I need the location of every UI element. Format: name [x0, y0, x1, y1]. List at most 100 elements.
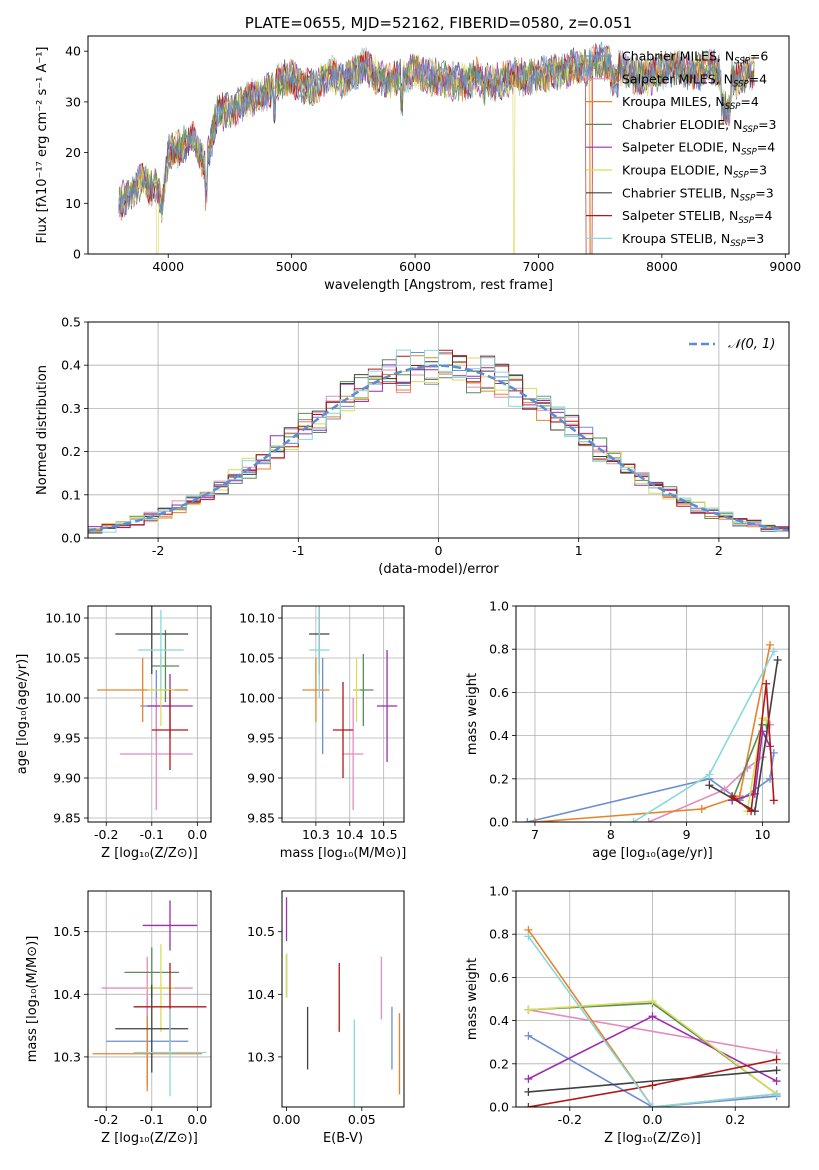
- plot-area-mass_weight_vs_age: [523, 640, 782, 822]
- y-tick-label: 0.2: [489, 771, 509, 786]
- plus-marker: [762, 679, 771, 688]
- axes-frame: [87, 321, 790, 539]
- chart-title: PLATE=0655, MJD=52162, FIBERID=0580, z=0…: [245, 14, 632, 32]
- y-tick-label: 10.3: [53, 1049, 81, 1064]
- y-tick-label: 9.95: [53, 731, 81, 746]
- y-tick-label: 9.85: [53, 811, 81, 826]
- axes-frame: [87, 35, 790, 255]
- plot-area-spectrum: [118, 41, 755, 254]
- y-tick-label: 0: [73, 247, 81, 262]
- x-tick-label: 9: [683, 827, 691, 842]
- error-bar-point: [133, 1008, 207, 1097]
- error-bar-point: [343, 698, 364, 810]
- plus-marker: [772, 1077, 781, 1086]
- panel-age_vs_Z: -0.2 -0.1 0.0 9.85 9.90 9.95 10.00 10.05 10.10 Z …: [15, 605, 212, 861]
- error-bar-point: [151, 690, 189, 770]
- y-tick-label: 9.90: [53, 771, 81, 786]
- weight-series-line: [731, 683, 775, 813]
- y-tick-label: 10.05: [239, 651, 275, 666]
- legend-entry: Chabrier STELIB, NSSP=3: [622, 185, 774, 203]
- axes-frame: [281, 890, 405, 1108]
- y-tick-label: 9.90: [247, 771, 275, 786]
- y-tick-label: 1.0: [489, 884, 509, 899]
- plus-marker: [629, 818, 638, 822]
- y-tick-label: 0.6: [489, 685, 509, 700]
- x-tick-label: 0.0: [187, 1112, 207, 1127]
- legend: Chabrier MILES, NSSP=6 Salpeter MILES, NS…: [586, 49, 777, 249]
- x-axis-label: Z [log₁₀(Z/Z⊙)]: [101, 846, 198, 861]
- plot-area-age_vs_mass: [302, 606, 398, 810]
- plot-area-residuals: [88, 349, 789, 536]
- x-tick-label: -0.1: [140, 827, 164, 842]
- legend-entry: Chabrier MILES, NSSP=6: [622, 49, 768, 67]
- y-tick-label: 0.8: [489, 642, 509, 657]
- x-tick-label: -0.2: [94, 827, 118, 842]
- y-tick-label: 10.05: [45, 651, 81, 666]
- axes-frame: [281, 605, 405, 823]
- legend-entry: Salpeter ELODIE, NSSP=4: [622, 140, 775, 158]
- plus-marker: [648, 997, 657, 1006]
- y-tick-label: 0.2: [489, 1056, 509, 1071]
- x-tick-label: 7: [531, 827, 539, 842]
- normal-curve: [88, 364, 789, 532]
- plus-marker: [524, 932, 533, 941]
- panel-age_vs_mass: 10.3 10.4 10.5 9.85 9.90 9.95 10.00 10.05 10.10 m…: [239, 605, 406, 861]
- plus-marker: [766, 640, 775, 649]
- y-tick-label: 0.4: [489, 1013, 509, 1028]
- axes-frame: [87, 890, 212, 1108]
- plus-marker: [772, 1066, 781, 1075]
- y-tick-label: 10: [65, 196, 81, 211]
- plus-marker: [705, 770, 714, 779]
- x-tick-label: 2: [715, 543, 723, 558]
- plus-marker: [769, 796, 778, 805]
- y-tick-label: 10.00: [45, 691, 81, 706]
- plus-marker: [524, 1087, 533, 1096]
- x-tick-label: 0.2: [725, 1112, 745, 1127]
- x-tick-label: -0.2: [94, 1112, 118, 1127]
- legend-entry: Salpeter MILES, NSSP=4: [622, 71, 767, 89]
- y-tick-label: 0.6: [489, 970, 509, 985]
- y-tick-label: 1.0: [489, 599, 509, 614]
- plot-area-mass_vs_Z: [92, 900, 207, 1097]
- y-tick-label: 0.0: [61, 531, 81, 546]
- y-axis-label: mass weight: [465, 958, 480, 1040]
- weight-series-line: [528, 1035, 777, 1107]
- error-bar-point: [142, 900, 198, 951]
- axes-frame: [87, 605, 212, 823]
- panel-mass_vs_ebv: 0.00 0.05 10.3 10.4 10.5 E(B-V): [247, 890, 405, 1146]
- x-tick-label: 8: [607, 827, 615, 842]
- plus-marker: [524, 1031, 533, 1040]
- y-tick-label: 0.5: [61, 315, 81, 330]
- plus-marker: [773, 656, 782, 664]
- error-bar-point: [115, 606, 189, 674]
- panel-residuals: -2 -1 0 1 2 0.0 0.1 0.2 0.3 0.4 0.5 (data-model)/er…: [35, 315, 790, 577]
- plus-marker: [720, 785, 729, 794]
- x-tick-label: -0.2: [558, 1112, 582, 1127]
- y-tick-label: 10.5: [53, 924, 81, 939]
- histogram-series: [88, 349, 789, 535]
- error-bar-point: [92, 1016, 202, 1092]
- x-tick-label: 0.00: [273, 1112, 301, 1127]
- y-tick-label: 9.85: [247, 811, 275, 826]
- y-tick-label: 0.0: [489, 815, 509, 830]
- error-bar-point: [353, 658, 360, 722]
- error-bar-point: [119, 698, 193, 810]
- plus-marker: [523, 818, 532, 822]
- plus-marker: [648, 1103, 657, 1107]
- plus-marker: [772, 1090, 781, 1099]
- panel-spectrum: 4000 5000 6000 7000 8000 9000 0 10 20 30 40 wavelen…: [35, 35, 801, 293]
- y-tick-label: 10.00: [239, 691, 275, 706]
- plus-marker: [769, 647, 778, 656]
- x-tick-label: 9000: [769, 259, 801, 274]
- spectrum-line: [118, 49, 755, 215]
- weight-series-line: [527, 935, 777, 1107]
- x-axis-label: (data-model)/error: [378, 562, 499, 577]
- plus-marker: [697, 805, 706, 814]
- y-tick-label: 30: [65, 94, 81, 109]
- plot-area-mass_weight_vs_Z: [524, 925, 781, 1107]
- y-tick-label: 10.10: [239, 611, 275, 626]
- y-tick-label: 0.2: [61, 444, 81, 459]
- legend: 𝒩(0, 1): [689, 337, 775, 352]
- y-tick-label: 0.1: [61, 487, 81, 502]
- y-tick-label: 0.0: [489, 1100, 509, 1115]
